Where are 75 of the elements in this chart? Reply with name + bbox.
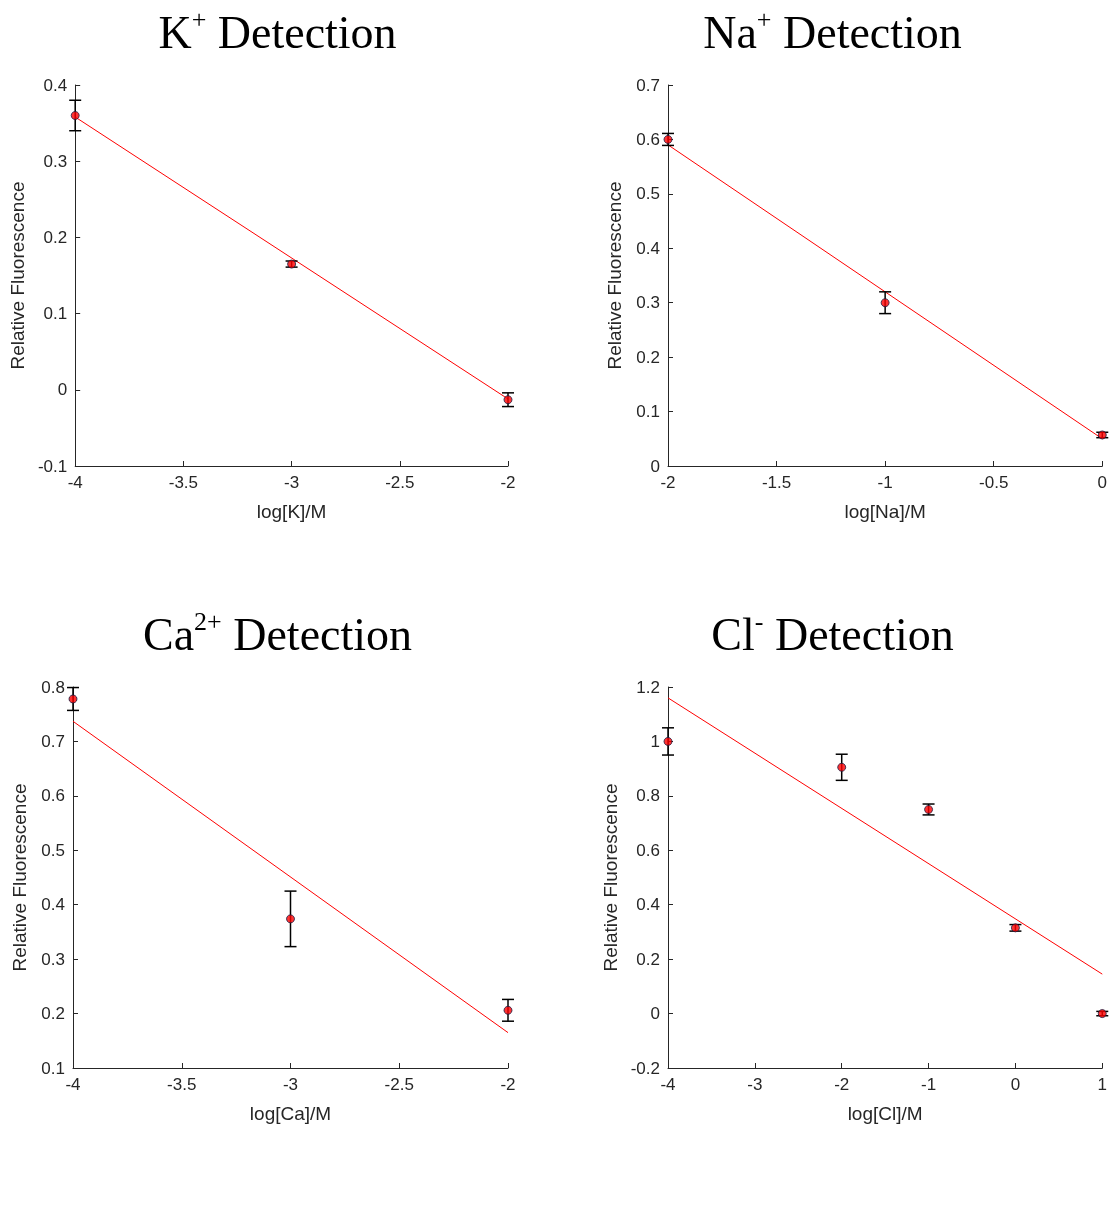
point (70, 110, 80, 120)
y-tick-label: 0.7 (41, 731, 65, 751)
x-tick-label: -3.5 (168, 473, 199, 492)
x-tick-label: -4 (65, 1075, 81, 1094)
y-tick-label: 0.3 (41, 949, 65, 969)
y-tick-label: 0.4 (636, 895, 660, 915)
x-axis-title: log[Na]/M (844, 501, 926, 522)
y-tick-label: -0.1 (37, 456, 68, 476)
y-tick-label: 0.1 (41, 1058, 65, 1078)
chart-title: Na$^{+}$ Detection (702, 5, 963, 59)
point (1097, 430, 1107, 440)
y-tick-label: 0.4 (43, 75, 68, 95)
y-tick-label: 0.1 (636, 402, 660, 422)
y-tick-label: 0.2 (636, 347, 660, 367)
y-tick-label: -0.2 (630, 1058, 660, 1078)
y-tick-label: 0.8 (41, 677, 65, 697)
y-tick-label: 0.5 (636, 184, 660, 204)
y-tick-label: 0.7 (636, 75, 660, 95)
point (1097, 1009, 1107, 1019)
point (68, 694, 78, 704)
y-axis-title: Relative Fluorescence (599, 783, 621, 972)
x-tick-label: -2.5 (385, 473, 415, 492)
x-tick-label: -3 (747, 1075, 763, 1094)
point (880, 298, 890, 308)
x-tick-label: -2.5 (384, 1075, 414, 1094)
x-tick-label: -3 (282, 1075, 299, 1094)
x-tick-label: -1 (877, 473, 893, 492)
point (1010, 923, 1020, 933)
y-tick-label: 0.6 (636, 129, 660, 149)
point (287, 259, 297, 269)
chart-title: K$^{+}$ Detection (157, 5, 398, 59)
x-tick-label: -1 (921, 1075, 937, 1094)
x-tick-label: -2 (500, 473, 516, 492)
y-tick-label: 1.2 (636, 677, 660, 697)
point (503, 1005, 513, 1015)
y-tick-label: 0.3 (636, 293, 660, 313)
x-tick-label: -2 (660, 473, 676, 492)
y-tick-label: 0.8 (636, 786, 660, 806)
y-tick-label: 0.2 (636, 949, 660, 969)
point (837, 762, 847, 772)
y-axis-title: Relative Fluorescence (9, 783, 30, 972)
y-tick-label: 1 (650, 731, 660, 751)
chart-title: Cl$^{-}$ Detection (710, 607, 955, 661)
x-axis-title: log[Cl]/M (847, 1103, 923, 1124)
y-tick-label: 0.4 (41, 895, 65, 915)
x-tick-label: -3 (284, 473, 300, 492)
y-tick-label: 0 (650, 1004, 660, 1024)
point (663, 134, 673, 144)
chart-title: Ca$^{2+}$ Detection (141, 607, 414, 661)
y-tick-label: 0 (57, 380, 68, 400)
y-tick-label: 0.1 (43, 304, 68, 324)
x-tick-label: -2 (834, 1075, 850, 1094)
point (663, 736, 673, 746)
x-tick-label: 0 (1010, 1075, 1021, 1094)
point (286, 914, 295, 924)
x-tick-label: -3.5 (167, 1075, 197, 1094)
x-tick-label: -4 (660, 1075, 676, 1094)
x-tick-label: -0.5 (979, 473, 1009, 492)
y-tick-label: 0.6 (636, 840, 660, 860)
x-axis-title: log[K]/M (256, 501, 327, 522)
x-tick-label: 1 (1097, 1075, 1108, 1094)
x-tick-label: -2 (500, 1075, 516, 1094)
x-tick-label: -1.5 (761, 473, 792, 492)
x-tick-label: 0 (1097, 473, 1108, 492)
x-axis-title: log[Ca]/M (249, 1103, 332, 1124)
y-tick-label: 0 (650, 456, 660, 476)
y-tick-label: 0.2 (41, 1004, 65, 1024)
y-tick-label: 0.4 (636, 238, 660, 258)
y-tick-label: 0.3 (43, 151, 68, 171)
y-tick-label: 0.5 (41, 840, 65, 860)
x-tick-label: -4 (67, 473, 83, 492)
y-tick-label: 0.6 (41, 786, 65, 806)
y-tick-label: 0.2 (43, 227, 68, 247)
y-axis-title: Relative Fluorescence (604, 181, 625, 370)
y-axis-title: Relative Fluorescence (7, 181, 28, 370)
